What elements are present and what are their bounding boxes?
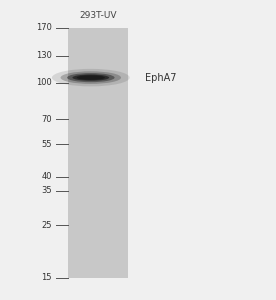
- Text: 130: 130: [36, 51, 52, 60]
- Text: 170: 170: [36, 23, 52, 32]
- Text: 293T-UV: 293T-UV: [79, 11, 117, 20]
- Text: 55: 55: [41, 140, 52, 149]
- Bar: [68, 28, 128, 278]
- Text: 15: 15: [41, 274, 52, 283]
- Text: EphA7: EphA7: [145, 73, 176, 82]
- Ellipse shape: [77, 75, 105, 80]
- Text: 70: 70: [41, 115, 52, 124]
- Ellipse shape: [60, 71, 121, 84]
- Text: 40: 40: [41, 172, 52, 182]
- Ellipse shape: [52, 69, 130, 86]
- Ellipse shape: [67, 73, 115, 82]
- Text: 25: 25: [41, 221, 52, 230]
- Text: 100: 100: [36, 78, 52, 87]
- Text: 35: 35: [41, 186, 52, 195]
- Ellipse shape: [72, 74, 109, 81]
